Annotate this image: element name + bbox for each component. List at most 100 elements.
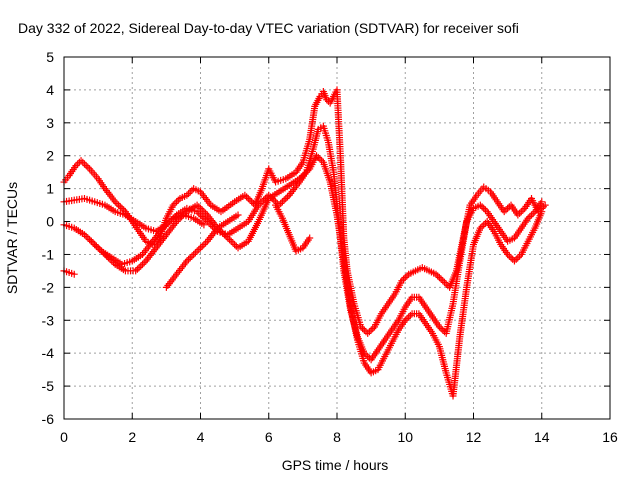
data-point-marker xyxy=(440,278,448,286)
y-tick-label: 1 xyxy=(46,181,54,197)
data-point-marker xyxy=(476,224,484,232)
data-point-marker xyxy=(193,201,201,209)
data-point-marker xyxy=(220,231,228,239)
data-point-marker xyxy=(504,204,512,212)
data-point-marker xyxy=(174,196,182,204)
data-point-marker xyxy=(323,96,331,104)
data-point-marker xyxy=(183,257,191,265)
data-point-marker xyxy=(278,198,286,206)
data-point-marker xyxy=(398,277,406,285)
data-point-marker xyxy=(197,211,204,219)
data-point-marker xyxy=(360,326,368,334)
data-point-marker xyxy=(364,329,372,337)
data-point-marker xyxy=(217,227,225,235)
data-point-marker xyxy=(200,221,208,229)
data-point-marker xyxy=(316,155,324,163)
x-tick-label: 6 xyxy=(265,429,273,445)
data-point-marker xyxy=(435,273,443,281)
data-point-marker xyxy=(162,221,170,229)
x-tick-label: 10 xyxy=(397,429,413,445)
data-point-marker xyxy=(524,214,532,222)
data-point-marker xyxy=(480,221,488,229)
data-point-marker xyxy=(231,241,239,249)
data-point-marker xyxy=(256,199,264,207)
data-point-marker xyxy=(277,199,285,207)
data-point-marker xyxy=(437,325,445,332)
data-point-marker xyxy=(190,250,198,258)
data-point-marker xyxy=(224,234,232,242)
data-point-marker xyxy=(243,193,251,201)
data-point-marker xyxy=(197,204,204,212)
data-point-marker xyxy=(161,222,169,230)
data-point-marker xyxy=(439,277,447,285)
x-tick-label: 14 xyxy=(534,429,550,445)
x-tick-label: 16 xyxy=(602,429,618,445)
data-point-marker xyxy=(80,160,88,168)
data-point-marker xyxy=(183,191,191,199)
data-point-marker xyxy=(434,272,442,280)
data-point-marker xyxy=(191,249,199,257)
data-point-marker xyxy=(507,254,515,262)
y-tick-label: -5 xyxy=(42,378,55,394)
data-point-marker xyxy=(541,201,549,209)
data-point-marker xyxy=(504,250,512,258)
data-point-marker xyxy=(116,203,124,211)
data-point-marker xyxy=(92,242,100,250)
data-point-marker xyxy=(359,325,367,332)
data-point-marker xyxy=(517,208,525,216)
data-point-marker xyxy=(200,214,208,222)
data-point-marker xyxy=(234,211,242,219)
data-point-marker xyxy=(502,206,510,214)
data-point-marker xyxy=(478,203,486,211)
data-point-marker xyxy=(519,206,527,214)
data-point-marker xyxy=(222,232,230,240)
data-point-marker xyxy=(171,199,179,207)
data-point-marker xyxy=(403,315,411,323)
data-point-marker xyxy=(70,270,78,278)
data-point-marker xyxy=(432,270,440,278)
data-point-marker xyxy=(137,262,145,270)
data-point-marker xyxy=(186,188,194,196)
y-tick-label: -4 xyxy=(42,345,55,361)
data-point-marker xyxy=(304,167,312,175)
data-point-marker xyxy=(516,209,524,217)
data-point-marker xyxy=(140,259,148,267)
data-point-marker xyxy=(167,216,175,224)
data-point-marker xyxy=(255,201,263,209)
y-tick-label: 0 xyxy=(46,214,54,230)
data-point-marker xyxy=(401,316,409,324)
data-point-marker xyxy=(74,160,82,168)
data-point-marker xyxy=(357,323,365,331)
data-point-marker xyxy=(86,236,94,244)
data-point-marker xyxy=(284,193,292,201)
y-tick-label: -1 xyxy=(42,246,55,262)
x-tick-label: 2 xyxy=(128,429,136,445)
data-point-marker xyxy=(248,198,256,206)
x-tick-label: 12 xyxy=(466,429,482,445)
y-tick-label: 5 xyxy=(46,49,54,65)
data-point-marker xyxy=(219,229,227,237)
data-point-marker xyxy=(301,170,309,178)
data-point-marker xyxy=(82,232,90,240)
data-point-marker xyxy=(96,246,104,254)
data-point-marker xyxy=(77,157,85,165)
data-point-marker xyxy=(84,163,92,171)
data-point-marker xyxy=(313,152,321,160)
data-points xyxy=(60,86,549,400)
data-point-marker xyxy=(505,252,513,260)
data-point-marker xyxy=(185,190,193,198)
data-point-marker xyxy=(299,171,307,179)
y-tick-label: 2 xyxy=(46,148,54,164)
data-point-marker xyxy=(516,252,524,260)
data-point-marker xyxy=(362,351,370,359)
plot-frame xyxy=(63,56,611,420)
data-point-marker xyxy=(538,198,546,206)
data-point-marker xyxy=(91,241,99,249)
data-point-marker xyxy=(202,239,210,247)
y-tick-label: 4 xyxy=(46,82,54,98)
data-point-marker xyxy=(173,198,181,206)
data-point-marker xyxy=(198,213,206,221)
data-point-marker xyxy=(280,196,288,204)
data-point-marker xyxy=(195,203,203,211)
data-point-marker xyxy=(200,208,208,216)
